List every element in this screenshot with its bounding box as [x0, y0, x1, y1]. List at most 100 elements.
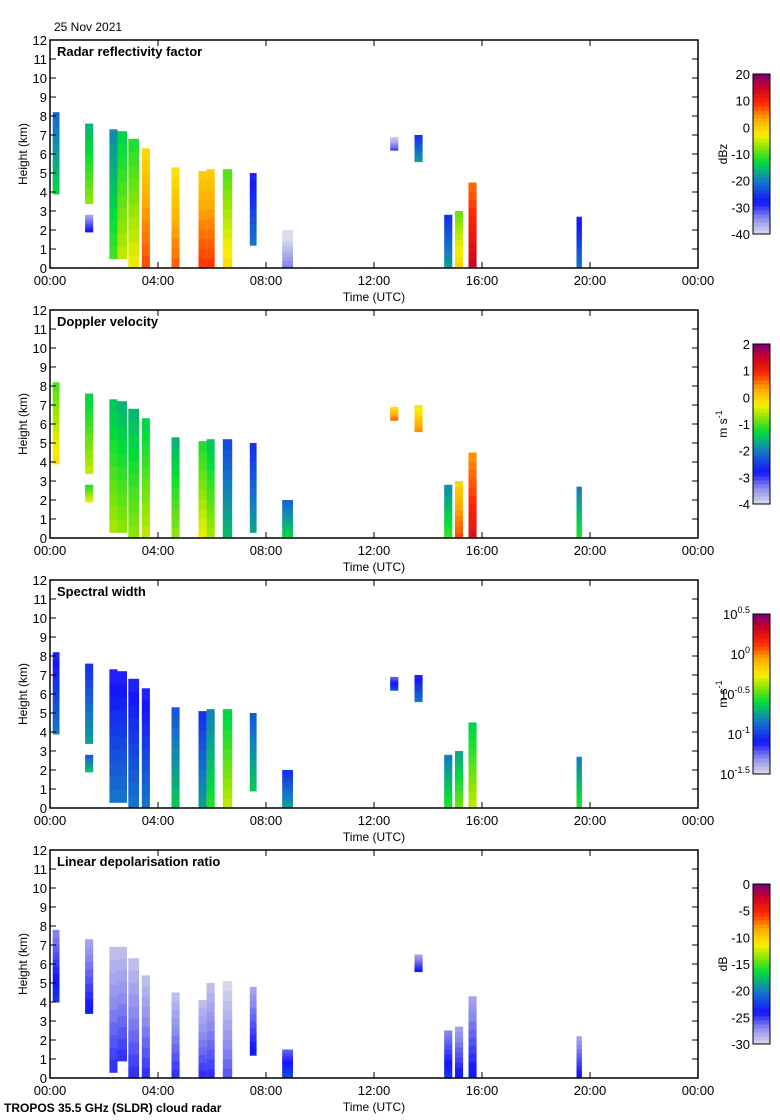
data-cell — [222, 198, 233, 210]
colorbar-cell — [753, 928, 770, 933]
data-cell — [198, 1054, 207, 1063]
data-cell — [468, 782, 477, 792]
data-cell — [117, 992, 127, 1005]
data-cell — [52, 439, 60, 449]
colorbar-cell — [753, 154, 770, 159]
data-cell — [171, 207, 180, 219]
data-cell — [128, 499, 140, 513]
x-tick-label: 08:00 — [250, 1083, 283, 1098]
data-cell — [52, 987, 60, 996]
colorbar-cell — [753, 730, 770, 735]
data-cell — [117, 194, 127, 208]
data-cell — [198, 1015, 207, 1024]
data-cell — [171, 477, 180, 489]
data-cell — [171, 1018, 180, 1028]
data-cell — [390, 410, 399, 413]
data-cell — [171, 727, 180, 738]
colorbar-cell — [753, 630, 770, 635]
data-cell — [85, 223, 94, 226]
data-cell — [109, 519, 118, 533]
data-cell — [206, 179, 215, 190]
colorbar-cell — [753, 1004, 770, 1009]
colorbar-cell — [753, 750, 770, 755]
data-cell — [117, 958, 127, 971]
data-cell — [171, 737, 180, 749]
data-cell — [141, 478, 150, 491]
data-cell — [198, 508, 207, 520]
colorbar-cell — [753, 742, 770, 747]
data-cell — [85, 961, 94, 970]
data-cell — [141, 712, 150, 725]
data-cell — [85, 703, 94, 712]
data-cell — [576, 502, 582, 508]
data-cell — [206, 1040, 215, 1050]
colorbar-cell — [753, 500, 770, 505]
data-cell — [85, 991, 94, 1000]
colorbar-cell — [753, 980, 770, 985]
data-cell — [85, 221, 94, 224]
data-cell — [444, 246, 453, 253]
data-cell — [576, 1069, 582, 1075]
data-cell — [468, 461, 477, 471]
data-cell — [414, 135, 423, 139]
data-cell — [222, 1039, 233, 1050]
data-cell — [109, 1022, 118, 1036]
data-cell — [109, 492, 118, 507]
data-cell — [390, 683, 399, 686]
colorbar-frame — [752, 73, 771, 235]
data-cell — [222, 169, 233, 180]
data-cell — [198, 740, 207, 751]
data-cell — [390, 142, 399, 144]
data-cell — [109, 425, 118, 440]
y-tick-label: 8 — [40, 919, 47, 934]
y-tick-label: 7 — [40, 668, 47, 683]
data-cell — [109, 946, 118, 960]
data-cell — [222, 748, 233, 760]
y-tick-label: 8 — [40, 109, 47, 124]
data-cell — [171, 257, 180, 269]
colorbar-cell — [753, 178, 770, 183]
data-cell — [117, 519, 127, 533]
data-cell — [128, 138, 140, 153]
data-cell — [222, 990, 233, 1001]
data-cell — [109, 984, 118, 998]
data-cell — [455, 222, 464, 229]
data-cell — [109, 669, 118, 684]
data-cell — [206, 1021, 215, 1031]
data-cell — [141, 724, 150, 737]
colorbar-cell — [753, 412, 770, 417]
data-cell — [128, 1018, 140, 1031]
data-cell — [249, 767, 257, 776]
data-cell — [282, 526, 293, 531]
data-cell — [198, 769, 207, 780]
colorbar-cell — [753, 642, 770, 647]
data-cell — [222, 208, 233, 220]
data-cell — [128, 473, 140, 487]
data-cell — [85, 695, 94, 704]
data-cell — [222, 439, 233, 450]
data-cell — [141, 784, 150, 797]
data-cell — [171, 992, 180, 1002]
data-cell — [576, 242, 582, 248]
colorbar-tick-label: 10 — [736, 94, 750, 109]
data-cell — [171, 1001, 180, 1011]
data-cell — [117, 1003, 127, 1016]
data-cell — [249, 752, 257, 761]
data-cell — [249, 487, 257, 497]
colorbar-cell — [753, 1032, 770, 1037]
data-cell — [468, 469, 477, 479]
x-tick-label: 12:00 — [358, 813, 391, 828]
data-cell — [468, 208, 477, 218]
colorbar-cell — [753, 158, 770, 163]
data-cell — [444, 214, 453, 221]
data-cell — [390, 687, 399, 690]
colorbar-cell — [753, 436, 770, 441]
data-cell — [282, 233, 293, 239]
y-tick-label: 0 — [40, 801, 47, 816]
colorbar-frame — [752, 343, 771, 505]
x-axis-label: Time (UTC) — [343, 830, 405, 844]
y-axis-label: Height (km) — [16, 933, 30, 995]
data-cell — [390, 682, 399, 684]
colorbar-cell — [753, 896, 770, 901]
